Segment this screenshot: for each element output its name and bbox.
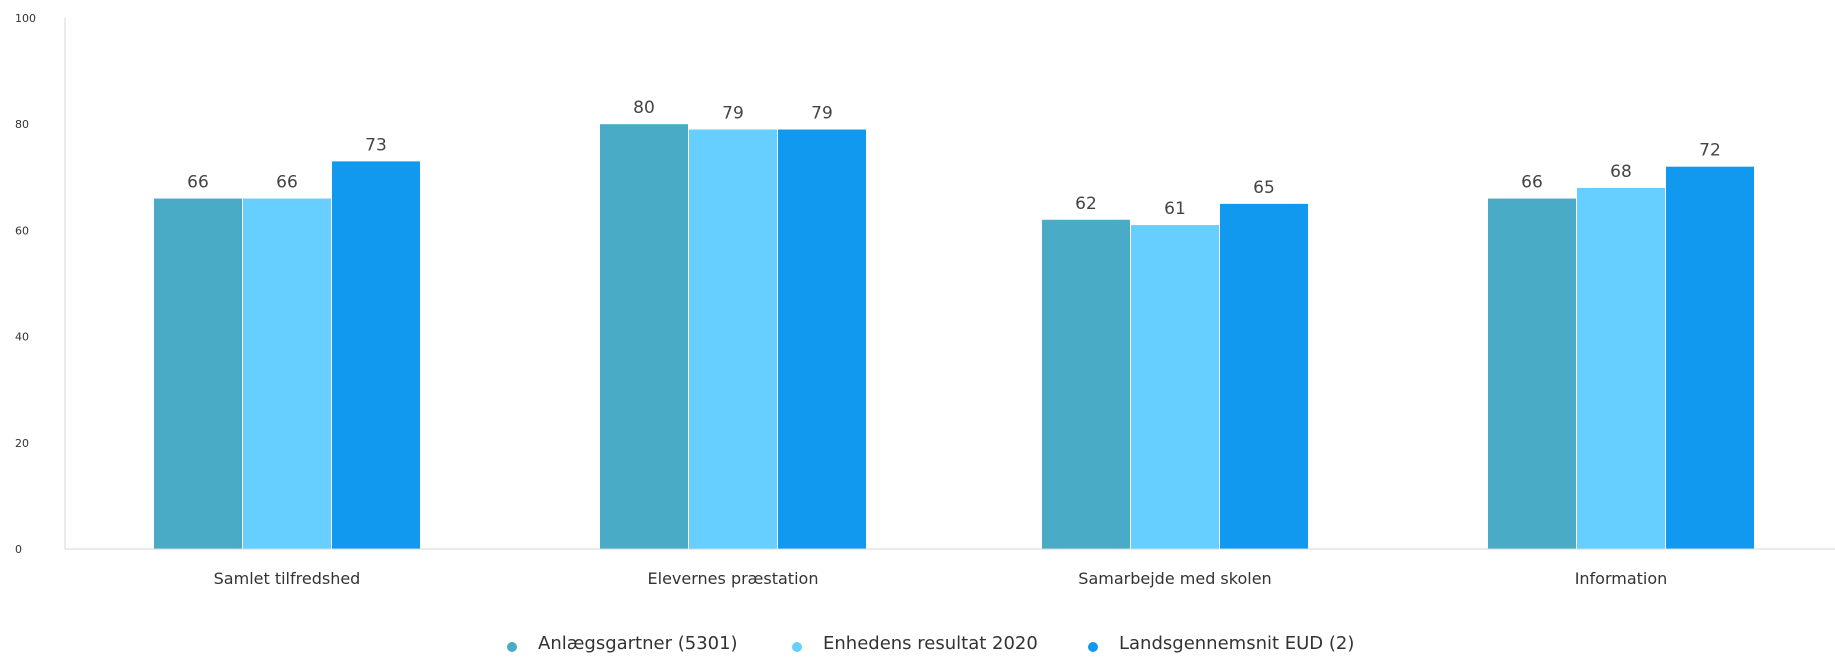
legend-marker [1088,642,1098,652]
x-tick-label: Elevernes præstation [648,569,819,588]
legend-item[interactable]: Anlægsgartner (5301) [507,633,738,654]
bar [1042,219,1130,549]
data-label: 66 [276,173,298,193]
legend-marker [792,642,802,652]
x-tick-label: Samarbejde med skolen [1078,569,1271,588]
data-label: 61 [1164,199,1186,219]
data-label: 66 [1521,173,1543,193]
data-labels: 66 66 73 80 79 79 62 61 65 66 68 72 [187,98,1721,219]
data-label: 79 [722,104,744,124]
y-tick-label: 40 [15,331,29,344]
data-label: 62 [1075,194,1097,214]
x-tick-label: Information [1575,569,1668,588]
data-label: 80 [633,98,655,118]
y-tick-label: 100 [15,12,36,25]
x-tick-label: Samlet tilfredshed [214,569,361,588]
bar [1131,225,1219,549]
legend-label: Landsgennemsnit EUD (2) [1119,633,1354,654]
legend-item[interactable]: Landsgennemsnit EUD (2) [1088,633,1354,654]
y-tick-label: 60 [15,224,29,237]
bar [689,129,777,549]
legend-label: Anlægsgartner (5301) [538,633,738,654]
y-tick-label: 0 [15,543,22,556]
data-label: 68 [1610,162,1632,182]
bar [600,124,688,549]
bar [1577,187,1665,550]
legend-marker [507,642,517,652]
bars [154,124,1754,550]
bar [1666,166,1754,549]
bar [1488,198,1576,550]
data-label: 73 [365,135,387,155]
y-tick-label: 80 [15,118,29,131]
data-label: 72 [1699,141,1721,161]
legend-label: Enhedens resultat 2020 [823,633,1038,654]
data-label: 79 [811,104,833,124]
y-axis: 0 20 40 60 80 100 [15,12,66,556]
legend: Anlægsgartner (5301) Enhedens resultat 20… [507,633,1354,654]
legend-item[interactable]: Enhedens resultat 2020 [792,633,1038,654]
y-tick-label: 20 [15,437,29,450]
bar [243,198,331,550]
x-axis: Samlet tilfredshed Elevernes præstation Sa… [65,548,1835,588]
data-label: 66 [187,173,209,193]
bar [1220,203,1308,549]
bar [154,198,242,550]
data-label: 65 [1253,178,1275,198]
bar [778,129,866,549]
bar [332,161,420,549]
